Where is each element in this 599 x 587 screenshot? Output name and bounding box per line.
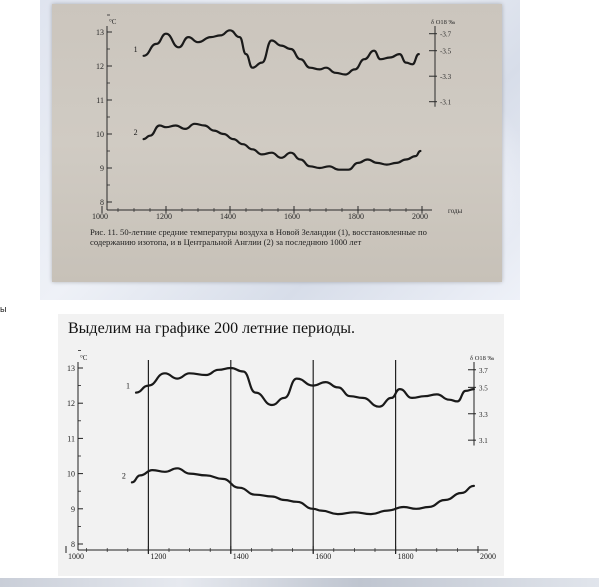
y-tick-label: 13 bbox=[67, 364, 75, 373]
y-tick-label: 9 bbox=[71, 505, 75, 514]
y-right-tick-label: 3.3 bbox=[479, 411, 488, 419]
y-axis-label: °C bbox=[109, 18, 117, 26]
y-tick-label: 11 bbox=[96, 96, 104, 105]
bottom-slide: 8 9 10 11 12 13 °C δ O18 ‰ 3.7 3.5 3.3 3.1 1000 1200 1… bbox=[58, 314, 519, 576]
y-right-tick-label: -3.3 bbox=[440, 73, 452, 81]
x-tick-label: 1000 bbox=[68, 552, 84, 561]
y-right-tick-label: 3.1 bbox=[479, 437, 488, 445]
y-tick-label: 8 bbox=[71, 540, 75, 549]
series-line-1 bbox=[142, 29, 420, 76]
bottom-strip bbox=[0, 578, 599, 587]
x-tick-label: 1200 bbox=[150, 552, 166, 561]
series-label-1: 1 bbox=[126, 382, 130, 391]
top-figure-caption: Рис. 11. 50-летние средние температуры в… bbox=[90, 227, 427, 248]
y-axis-right-label: δ O18 ‰ bbox=[470, 355, 495, 362]
x-tick-label: 2000 bbox=[480, 552, 496, 561]
x-axis-label: годы bbox=[448, 207, 463, 215]
y-right-tick-label: -3.7 bbox=[440, 31, 452, 39]
x-tick-label: 1800 bbox=[398, 552, 414, 561]
top-chart-photo: 8 9 10 11 12 13 °C δ O18 ‰ -3.7 -3.5 -3.3 -3.1 1000 1… bbox=[52, 4, 502, 282]
slide-title: Выделим на графике 200 летние периоды. bbox=[68, 320, 356, 337]
series-label-2: 2 bbox=[134, 128, 138, 137]
y-tick-label: 10 bbox=[96, 130, 104, 139]
y-tick-label: 12 bbox=[96, 62, 104, 71]
side-fragment-text: ы bbox=[0, 304, 7, 314]
series-label-2: 2 bbox=[122, 471, 126, 480]
y-tick-label: 12 bbox=[67, 399, 75, 408]
y-tick-label: 11 bbox=[67, 434, 75, 443]
y-right-tick-label: -3.1 bbox=[440, 99, 452, 107]
y-tick-label: 10 bbox=[67, 470, 75, 479]
series-label-1: 1 bbox=[134, 45, 138, 54]
y-tick-label: 13 bbox=[96, 28, 104, 37]
x-tick-label: 2000 bbox=[412, 212, 428, 221]
x-tick-label: 1800 bbox=[348, 212, 364, 221]
x-tick-label: 1400 bbox=[220, 212, 236, 221]
series-line-2 bbox=[130, 467, 475, 516]
x-tick-label: 1600 bbox=[284, 212, 300, 221]
y-tick-label: 8 bbox=[100, 198, 104, 207]
y-right-tick-label: 3.7 bbox=[479, 367, 488, 375]
y-axis-label: °C bbox=[80, 354, 88, 362]
x-tick-label: 1200 bbox=[156, 212, 172, 221]
y-axis-right-label: δ O18 ‰ bbox=[431, 19, 456, 26]
series-line-1 bbox=[134, 366, 475, 408]
x-tick-label: 1600 bbox=[315, 552, 331, 561]
series-line-2 bbox=[142, 122, 422, 171]
y-right-tick-label: -3.5 bbox=[440, 48, 452, 56]
x-tick-label: 1000 bbox=[92, 212, 108, 221]
x-tick-label: 1400 bbox=[233, 552, 249, 561]
y-tick-label: 9 bbox=[100, 164, 104, 173]
y-right-tick-label: 3.5 bbox=[479, 384, 488, 392]
